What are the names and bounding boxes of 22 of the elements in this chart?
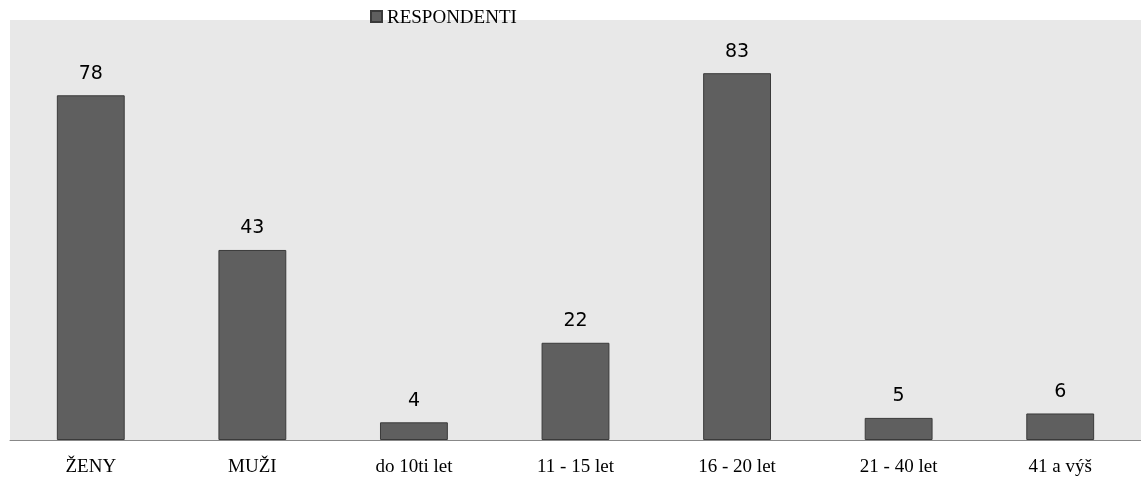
data-label: 22: [563, 308, 588, 331]
bar: [56, 95, 125, 440]
data-label: 4: [407, 387, 420, 410]
data-label: 6: [1054, 378, 1067, 401]
data-label: 43: [240, 215, 265, 238]
bar: [864, 417, 933, 440]
data-label: 78: [78, 60, 103, 83]
x-tick-label: 41 a výš: [1028, 455, 1092, 476]
bar: [1026, 413, 1095, 440]
data-label: 5: [892, 383, 905, 406]
x-tick-label: 21 - 40 let: [859, 455, 939, 476]
bar: [703, 73, 771, 440]
x-tick-label: ŽENY: [65, 455, 117, 476]
bar: [541, 342, 610, 440]
data-label: 83: [724, 38, 750, 61]
x-tick-label: 16 - 20 let: [698, 455, 777, 476]
legend-label: RESPONDENTI: [387, 6, 517, 27]
bar: [380, 422, 448, 440]
x-tick-label: do 10ti let: [375, 455, 454, 476]
bar: [218, 249, 287, 440]
x-tick-label: 11 - 15 let: [537, 455, 615, 476]
x-tick-label: MUŽI: [228, 455, 277, 476]
